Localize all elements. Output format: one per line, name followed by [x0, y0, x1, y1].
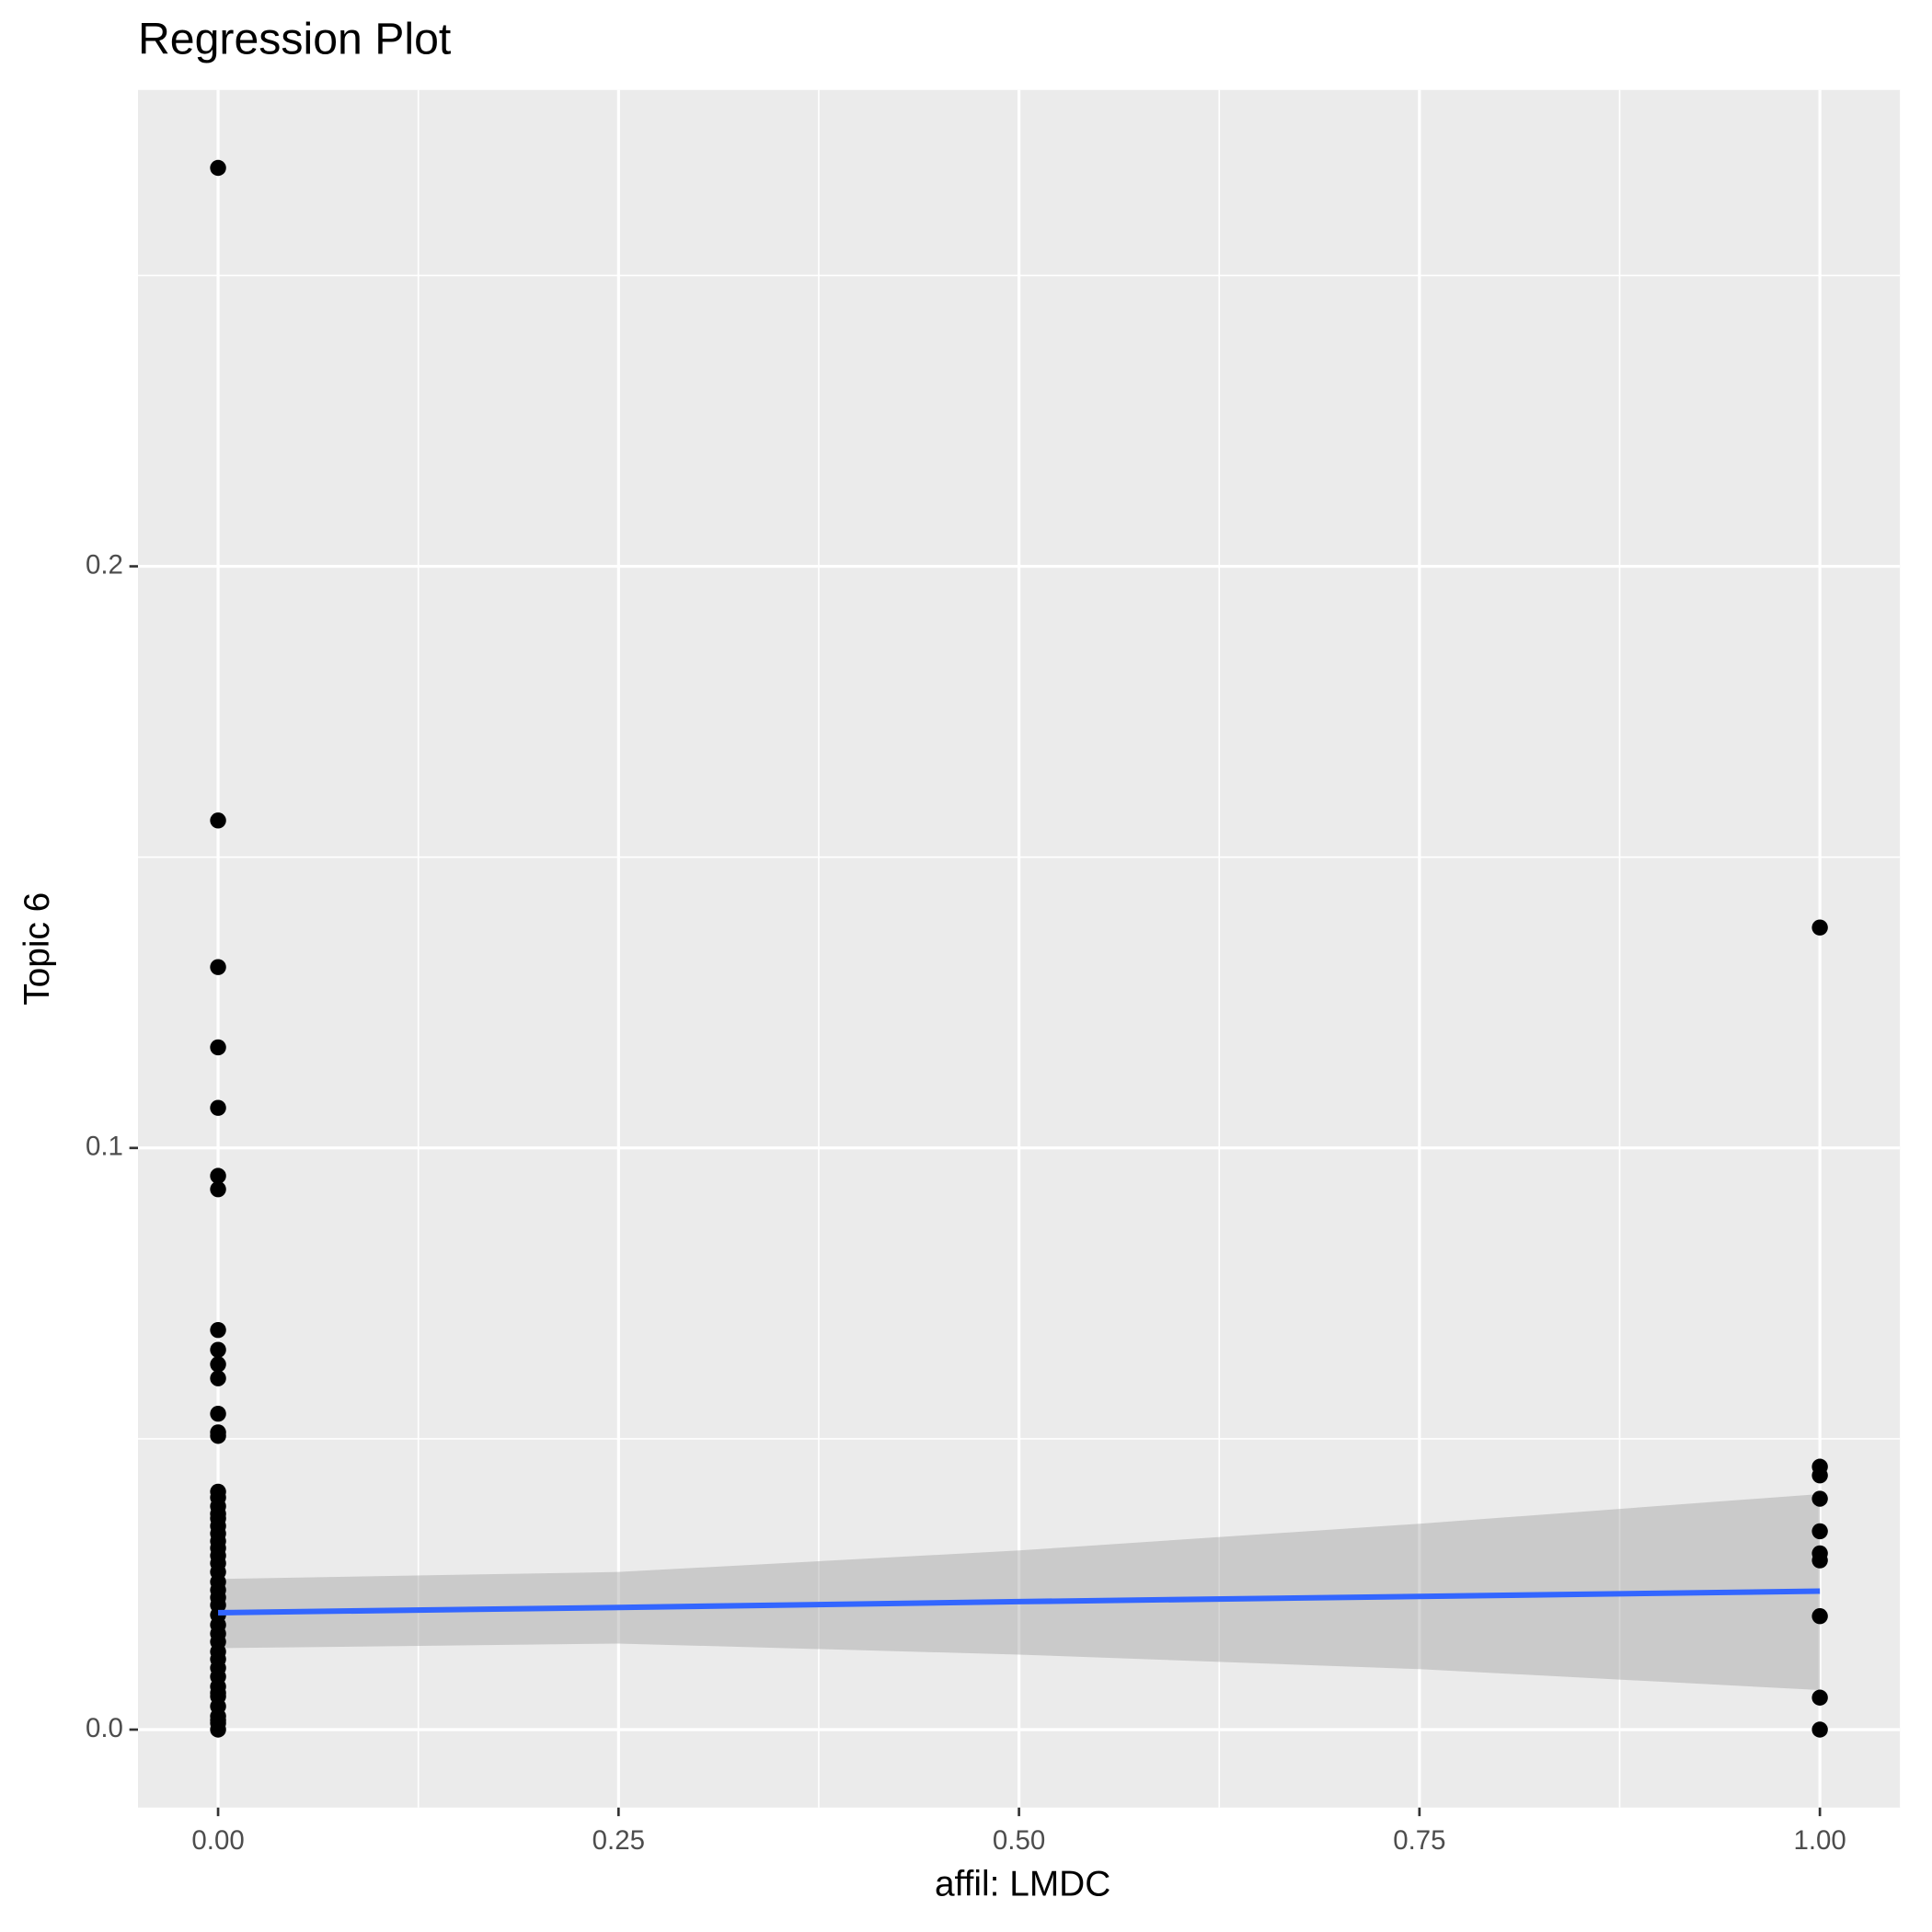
point — [1811, 1467, 1828, 1484]
point — [210, 1370, 226, 1386]
x-axis-title: affil: LMDC — [935, 1865, 1110, 1904]
point — [1811, 1523, 1828, 1540]
y-tick-label: 0.0 — [86, 1713, 123, 1743]
point — [1811, 1689, 1828, 1706]
confidence-band — [218, 1493, 1821, 1691]
point — [210, 1039, 226, 1056]
point — [1811, 1608, 1828, 1625]
x-tick-label: 0.75 — [1393, 1825, 1445, 1856]
chart-title: Regression Plot — [138, 14, 452, 63]
x-tick-label: 0.50 — [993, 1825, 1045, 1856]
point — [210, 1356, 226, 1373]
point — [210, 1685, 226, 1701]
point — [210, 1712, 226, 1729]
point — [210, 1180, 226, 1198]
point — [210, 812, 226, 829]
x-tick-label: 0.00 — [191, 1825, 244, 1856]
point — [210, 159, 226, 177]
point — [210, 1321, 226, 1339]
point — [210, 1406, 226, 1422]
point — [1811, 919, 1828, 936]
point — [210, 1099, 226, 1116]
point — [210, 1428, 226, 1444]
x-tick-label: 1.00 — [1793, 1825, 1846, 1856]
y-tick-label: 0.2 — [86, 549, 123, 580]
y-axis-title: Topic 6 — [17, 892, 57, 1006]
point — [210, 1341, 226, 1358]
point — [210, 1167, 226, 1184]
point — [1811, 1721, 1828, 1738]
point — [210, 959, 226, 975]
point — [1811, 1490, 1828, 1507]
x-tick-label: 0.25 — [592, 1825, 645, 1856]
regression-line — [218, 1588, 1821, 1616]
point — [1811, 1552, 1828, 1569]
y-tick-label: 0.1 — [86, 1132, 123, 1162]
